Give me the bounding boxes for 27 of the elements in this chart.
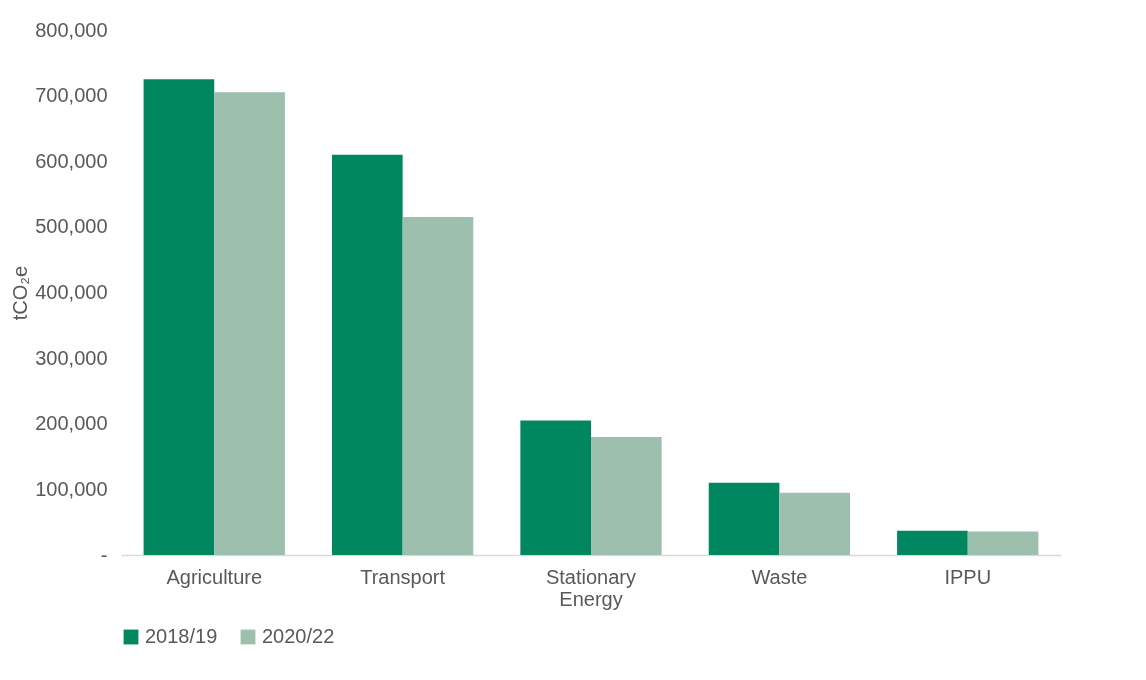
bar — [591, 436, 662, 555]
y-tick-label: - — [100, 543, 108, 566]
bar — [214, 92, 285, 555]
bar — [143, 79, 215, 555]
y-tick-label: 600,000 — [35, 149, 108, 172]
bar — [331, 154, 403, 555]
bar — [779, 492, 851, 555]
bar — [967, 531, 1039, 555]
y-tick-label: 300,000 — [35, 346, 108, 369]
bar — [402, 217, 474, 555]
y-tick-label: 400,000 — [35, 281, 108, 303]
x-tick-label: Stationary Energy — [545, 565, 637, 610]
y-tick-label: 500,000 — [35, 215, 108, 238]
bar — [708, 482, 780, 555]
x-tick-label: Transport — [360, 565, 446, 588]
bar — [897, 530, 968, 555]
y-tick-label: 100,000 — [35, 477, 108, 500]
legend-label: 2020/22 — [262, 625, 335, 647]
y-tick-label: 200,000 — [35, 412, 108, 435]
x-tick-label: Agriculture — [166, 565, 263, 588]
x-tick-label: Waste — [751, 565, 808, 588]
legend-label: 2018/19 — [145, 625, 218, 647]
bar — [520, 420, 591, 555]
y-tick-label: 700,000 — [35, 84, 108, 107]
x-tick-label: IPPU — [944, 565, 992, 588]
y-tick-label: 800,000 — [35, 18, 108, 41]
y-axis-title: tCO₂e — [9, 265, 32, 321]
